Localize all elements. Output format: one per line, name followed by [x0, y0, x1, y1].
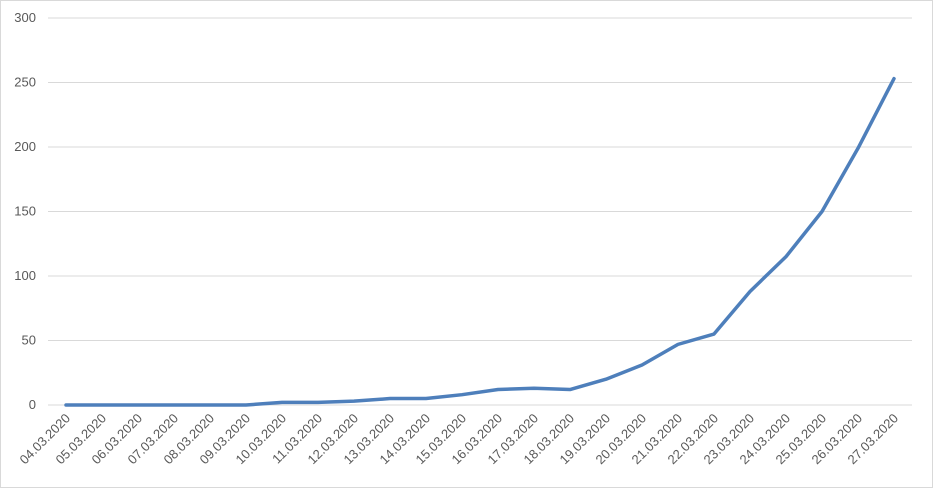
y-tick-label: 100	[14, 268, 36, 283]
y-tick-label: 50	[22, 333, 36, 348]
y-tick-label: 200	[14, 139, 36, 154]
data-line	[64, 76, 896, 407]
y-tick-label: 0	[29, 397, 36, 412]
y-tick-label: 150	[14, 204, 36, 219]
y-tick-label: 300	[14, 10, 36, 25]
y-tick-label: 250	[14, 75, 36, 90]
